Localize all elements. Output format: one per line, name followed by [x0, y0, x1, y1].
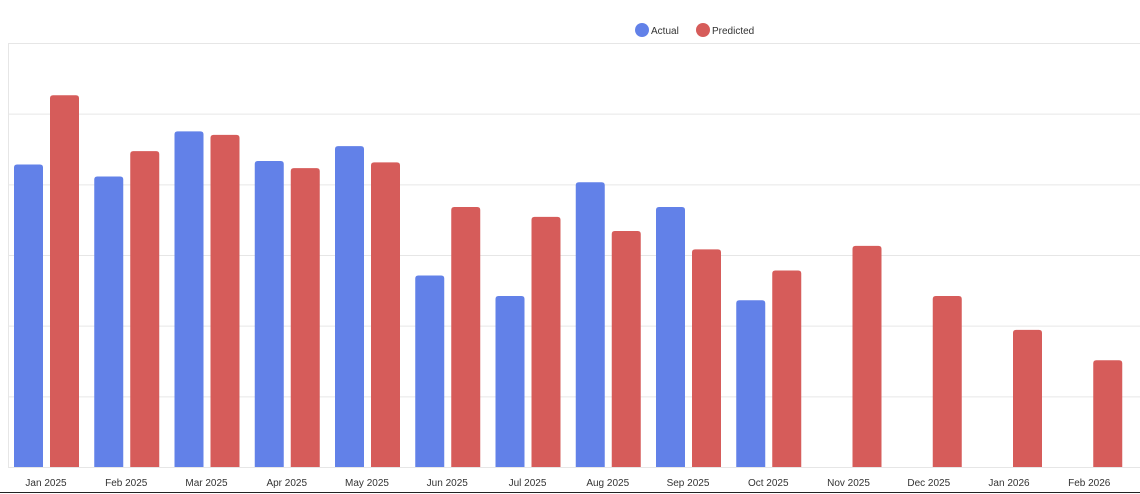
bar-predicted-nov-2025[interactable]	[852, 245, 882, 467]
x-tick-label: Jan 2026	[988, 478, 1030, 489]
bar-predicted-feb-2025[interactable]	[130, 151, 160, 467]
x-tick-label: Feb 2026	[1068, 478, 1111, 489]
bar-predicted-sep-2025[interactable]	[692, 249, 721, 467]
x-tick-label: Aug 2025	[586, 478, 629, 489]
x-tick-label: Apr 2025	[266, 478, 307, 489]
legend-label-predicted[interactable]: Predicted	[712, 26, 754, 37]
bar-actual-mar-2025[interactable]	[174, 131, 204, 468]
bar-predicted-jul-2025[interactable]	[531, 216, 561, 467]
bar-predicted-jan-2025[interactable]	[50, 95, 79, 467]
bar-actual-feb-2025[interactable]	[94, 176, 124, 467]
x-tick-label: Dec 2025	[907, 478, 950, 489]
bar-actual-jan-2025[interactable]	[14, 164, 43, 467]
bar-actual-oct-2025[interactable]	[736, 300, 766, 467]
bar-actual-jun-2025[interactable]	[415, 275, 445, 467]
bar-actual-aug-2025[interactable]	[575, 182, 605, 468]
x-axis: Jan 2025 Feb 2025 Mar 2025 Apr 2025 May 2025…	[0, 478, 1140, 493]
legend: Actual Predicted	[635, 23, 754, 37]
bar-actual-sep-2025[interactable]	[656, 206, 685, 468]
bars	[14, 95, 1123, 468]
x-tick-label: Jan 2025	[25, 478, 67, 489]
bar-predicted-jun-2025[interactable]	[451, 206, 481, 468]
bar-predicted-aug-2025[interactable]	[611, 230, 641, 467]
x-tick-label: Jul 2025	[509, 478, 547, 489]
bar-predicted-jan-2026[interactable]	[1013, 329, 1042, 467]
legend-swatch-predicted[interactable]	[696, 23, 710, 37]
legend-swatch-actual[interactable]	[635, 23, 649, 37]
x-tick-label: Nov 2025	[827, 478, 870, 489]
bar-predicted-apr-2025[interactable]	[290, 168, 320, 467]
bar-predicted-may-2025[interactable]	[371, 162, 400, 467]
bar-predicted-feb-2026[interactable]	[1093, 360, 1123, 467]
x-tick-label: Feb 2025	[105, 478, 148, 489]
bar-actual-may-2025[interactable]	[335, 146, 364, 467]
bar-predicted-mar-2025[interactable]	[210, 134, 240, 467]
bar-predicted-dec-2025[interactable]	[932, 295, 962, 467]
legend-label-actual[interactable]: Actual	[651, 26, 679, 37]
bar-predicted-oct-2025[interactable]	[772, 270, 802, 467]
x-tick-label: Oct 2025	[748, 478, 789, 489]
x-tick-label: May 2025	[345, 478, 389, 489]
bar-actual-jul-2025[interactable]	[495, 295, 525, 467]
bar-actual-apr-2025[interactable]	[254, 161, 284, 467]
x-tick-label: Jun 2025	[427, 478, 469, 489]
x-tick-label: Mar 2025	[185, 478, 228, 489]
x-tick-label: Sep 2025	[667, 478, 710, 489]
